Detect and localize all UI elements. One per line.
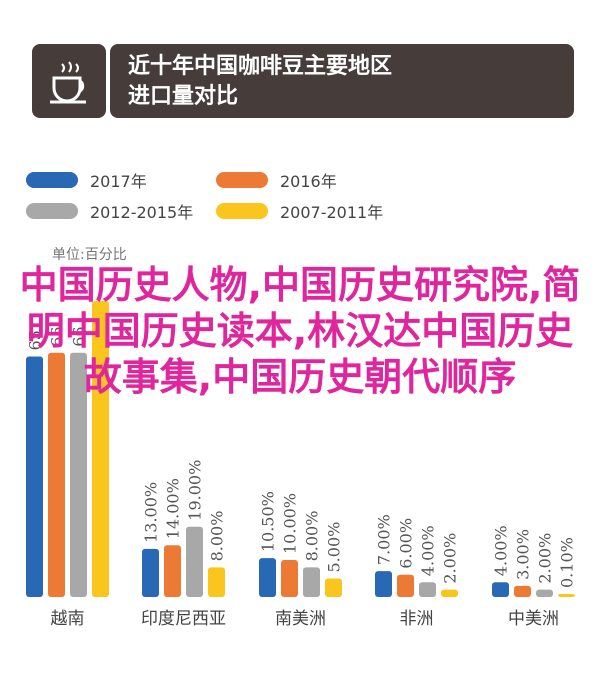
- data-label: 8.00%: [303, 511, 322, 562]
- data-label: 14.00%: [164, 478, 183, 539]
- legend-label: 2016年: [280, 172, 337, 191]
- bar-0-3: [375, 571, 392, 597]
- legend-item-2012-2015: 2012-2015年: [26, 199, 193, 223]
- category-label: 越南: [51, 609, 85, 629]
- data-label: 65: [26, 330, 45, 350]
- data-label: 10.50%: [259, 491, 278, 552]
- data-label: 4.00%: [492, 525, 511, 576]
- bar-2-3: [419, 582, 436, 597]
- legend-swatch: [26, 203, 78, 219]
- unit-label: 单位:百分比: [52, 247, 127, 263]
- legend-label: 2017年: [90, 172, 147, 191]
- bar-1-2: [281, 560, 298, 597]
- coffee-cup-icon: [50, 61, 86, 104]
- bar-0-2: [259, 558, 276, 597]
- bar-2-2: [303, 567, 320, 597]
- bar-0-0: [26, 356, 43, 597]
- overlay-text: 中国历史人物,中国历史研究院,简明中国历史读本,林汉达中国历史故事集,中国历史朝…: [19, 263, 581, 399]
- legend-swatch: [216, 172, 268, 188]
- bar-3-4: [558, 594, 575, 597]
- data-label: 13.00%: [142, 482, 161, 543]
- legend-swatch: [26, 172, 78, 188]
- data-label: 5.00%: [325, 522, 344, 573]
- legend-label: 2007-2011年: [280, 203, 384, 222]
- data-label: 66: [48, 326, 67, 346]
- data-label: 2.00%: [536, 533, 555, 584]
- legend-swatch: [216, 203, 268, 219]
- bar-3-1: [208, 567, 225, 597]
- data-label: 0.10%: [558, 537, 577, 588]
- bar-2-4: [536, 589, 553, 597]
- data-label: 3.00%: [514, 529, 533, 580]
- bar-1-1: [164, 545, 181, 597]
- category-label: 南美洲: [275, 609, 326, 629]
- data-label: 4.00%: [419, 525, 438, 576]
- chart-title-line2: 进口量对比: [128, 84, 239, 109]
- chart-title: 近十年中国咖啡豆主要地区 进口量对比: [110, 44, 574, 118]
- data-label: 7.00%: [375, 514, 394, 565]
- category-label: 印度尼西亚: [141, 609, 226, 629]
- logo-badge: [32, 44, 106, 118]
- data-label: 2.00%: [441, 533, 460, 584]
- data-label: 10.00%: [281, 493, 300, 554]
- bar-1-3: [397, 574, 414, 597]
- bar-1-4: [514, 585, 531, 597]
- bar-2-1: [186, 526, 203, 597]
- bar-0-1: [142, 548, 159, 597]
- legend: 2017年 2016年 2012-2015年 2007-2011年: [26, 168, 446, 228]
- legend-item-2017: 2017年: [26, 168, 147, 192]
- bar-0-4: [492, 582, 509, 597]
- data-label: 8.00%: [208, 511, 227, 562]
- bar-3-0: [92, 301, 109, 597]
- data-label: 6.00%: [397, 518, 416, 569]
- data-label: 19.00%: [186, 460, 205, 521]
- legend-item-2007-2011: 2007-2011年: [216, 199, 383, 223]
- category-label: 非洲: [400, 609, 434, 629]
- legend-label: 2012-2015年: [90, 203, 194, 222]
- data-label: 66: [70, 326, 89, 346]
- chart-title-line1: 近十年中国咖啡豆主要地区: [128, 54, 393, 79]
- bar-2-0: [70, 352, 87, 597]
- bar-1-0: [48, 352, 65, 597]
- category-label: 中美洲: [508, 609, 559, 629]
- bar-3-3: [441, 589, 458, 597]
- bar-3-2: [325, 578, 342, 597]
- legend-item-2016: 2016年: [216, 168, 337, 192]
